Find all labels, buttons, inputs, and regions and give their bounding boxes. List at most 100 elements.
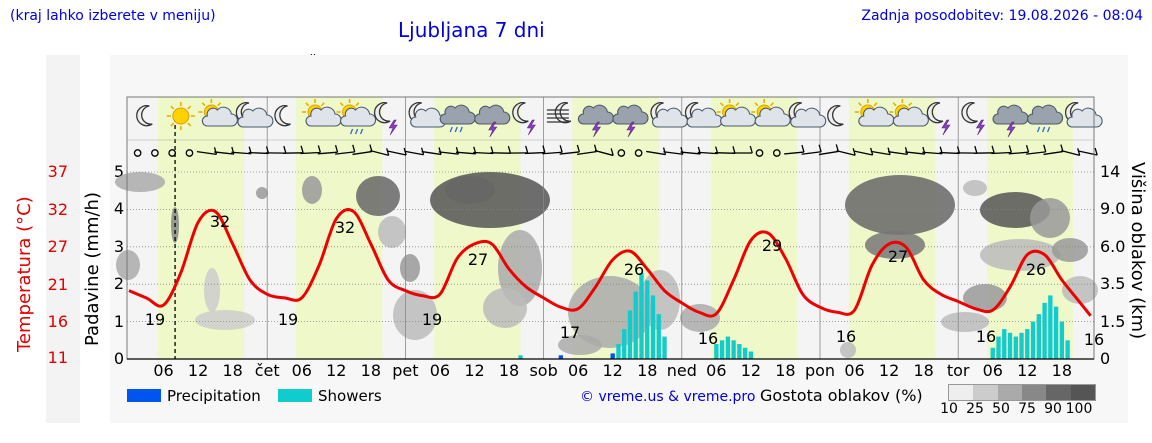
temperature-tick: 37 [47, 162, 68, 181]
temperature-tick: 16 [47, 312, 68, 331]
wind-barb-icon [507, 145, 529, 154]
precipitation-tick: 1 [113, 311, 124, 331]
cloud-cell [400, 254, 420, 282]
cloud-cell [256, 187, 268, 199]
shower-bar [1030, 321, 1036, 359]
wind-barb-icon [542, 145, 563, 155]
shower-bar [1065, 340, 1070, 359]
temperature-max-label: 27 [888, 247, 908, 266]
wind-barb-icon [956, 145, 978, 154]
sun-cloud-icon [198, 99, 238, 127]
sun-cloud-icon [751, 99, 791, 127]
cloud-density-scale [948, 384, 1096, 401]
time-tick: 18 [222, 361, 243, 380]
precipitation-tick: 4 [113, 199, 124, 219]
cloud-cell [840, 342, 856, 358]
wind-barb-icon [974, 145, 995, 154]
wind-barb-icon [784, 144, 805, 155]
cloud-density-swatch [997, 385, 1022, 400]
moon-icon [274, 105, 291, 127]
cloud-cell [680, 304, 720, 332]
cloud-density-legend-title: Gostota oblakov (%) [760, 386, 923, 405]
temp-axis-panel [46, 55, 80, 423]
precipitation-legend-swatch [127, 389, 161, 402]
moon-storm-icon [961, 102, 986, 136]
moon-cloud-icon [235, 102, 274, 128]
wind-barb-icon [151, 149, 159, 157]
wind-barb-icon [991, 145, 1012, 155]
wind-barb-icon [317, 144, 339, 155]
time-tick: 12 [602, 361, 623, 380]
precipitation-tick: 5 [113, 162, 124, 181]
cloud-density-swatch [1046, 385, 1071, 400]
temperature-min-label: 16 [836, 327, 856, 346]
time-tick: sob [529, 361, 558, 380]
cloud-cell [1062, 276, 1098, 304]
cloud-cell [204, 268, 220, 312]
last-updated: Zadnja posodobitev: 19.08.2026 - 08:04 [861, 8, 1143, 24]
time-tick: pet [392, 361, 419, 380]
cloud-density-swatch [973, 385, 998, 400]
wind-barb-icon [524, 145, 546, 155]
shower-bar [1053, 306, 1059, 359]
moon-storm-icon [926, 102, 951, 136]
shower-bar [1007, 332, 1013, 359]
cloud-storm-icon [612, 104, 649, 138]
time-tick: 18 [637, 361, 658, 380]
wind-barb-icon [133, 149, 142, 157]
shower-bar [1019, 332, 1024, 359]
wind-barb-icon [248, 146, 270, 155]
time-tick: pon [804, 361, 836, 380]
temperature-tick: 11 [47, 348, 68, 367]
wind-barb-icon [1061, 148, 1081, 156]
region-note: (kraj lahko izberete v meniju) [10, 8, 216, 24]
precipitation-bar [610, 353, 615, 359]
cloud-height-tick: 1.5 [1100, 311, 1126, 331]
wind-barb-icon [939, 146, 961, 155]
showers-legend-label: Showers [318, 387, 382, 405]
shower-bar [1042, 302, 1047, 359]
sun-icon [166, 102, 195, 130]
time-tick: 06 [567, 361, 589, 380]
time-tick: 18 [498, 361, 520, 380]
cloud-cell [115, 172, 165, 192]
temperature-min-label: 16 [698, 329, 718, 348]
cloud-cell [963, 180, 987, 196]
shower-bar [719, 340, 725, 359]
shower-bar [1025, 329, 1030, 359]
temperature-min-label: 16 [976, 327, 996, 346]
cloud-cell [430, 172, 550, 228]
wind-barb-icon [617, 149, 626, 157]
wind-barb-icon [559, 144, 580, 155]
cloud-cell [1052, 238, 1088, 262]
time-tick: ned [666, 361, 697, 380]
shower-bar [639, 272, 644, 359]
moon-cloud-icon [650, 102, 689, 128]
cloud-density-scale-label: 10 [940, 401, 958, 417]
shower-bar [748, 351, 754, 359]
shower-bar [518, 355, 523, 359]
wind-barb-icon [801, 144, 822, 155]
time-tick: 06 [429, 361, 451, 380]
sun-cloud-icon [716, 99, 757, 127]
cloud-cell [116, 250, 140, 280]
shower-bar [990, 347, 995, 359]
cloud-cell [483, 288, 527, 328]
shower-bar [645, 280, 650, 359]
cloud-cell [378, 216, 406, 248]
wind-barbs [133, 144, 1098, 157]
shower-bar [731, 340, 736, 359]
time-tick: 12 [1017, 361, 1038, 380]
time-tick: 18 [913, 361, 934, 380]
cloud-cell [1030, 198, 1070, 238]
temperature-min-label: 19 [422, 310, 442, 329]
cloud-height-tick: 0 [1100, 349, 1111, 368]
wind-barb-icon [300, 145, 321, 155]
cloud-density-swatch [949, 385, 974, 400]
shower-bar [742, 347, 748, 359]
wind-barb-icon [772, 149, 781, 157]
cloud-cell [302, 176, 322, 204]
time-tick: 12 [878, 361, 900, 380]
